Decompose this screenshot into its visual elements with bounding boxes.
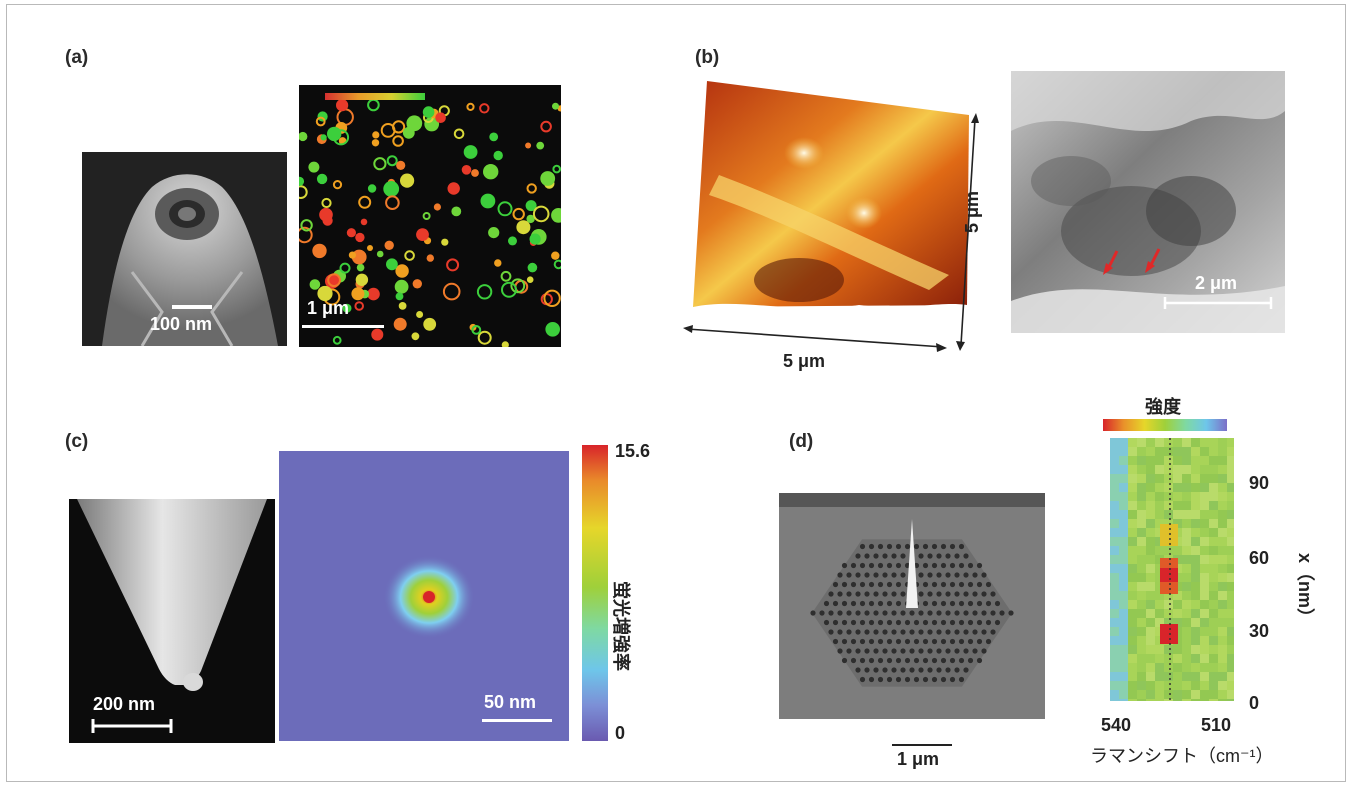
panel-a-tip-scale-label: 100 nm <box>150 314 213 334</box>
panel-d-intensity-colorbar <box>1103 419 1227 431</box>
panel-d-x-tick-540: 540 <box>1101 715 1132 735</box>
panel-d-y-tick-60: 60 <box>1249 548 1270 568</box>
panel-c-colorbar-max: 15.6 <box>615 441 651 461</box>
panel-c-map-scale-bar <box>482 719 552 722</box>
panel-b-x-axis-label: 5 μm <box>783 351 826 371</box>
panel-d-y-tick-90: 90 <box>1249 473 1270 493</box>
panel-d-y-tick-0: 0 <box>1249 693 1260 713</box>
panel-a-fluor-scale-label: 1 μm <box>307 298 350 318</box>
panel-b-optical-scale-bar <box>1163 296 1273 309</box>
panel-c-tip-sem-image <box>69 499 275 743</box>
panel-c-label: (c) <box>65 431 89 452</box>
panel-c-colorbar <box>582 445 608 741</box>
panel-c-colorbar-label: 蛍光増強率 <box>611 581 631 671</box>
panel-c-map-scale-label: 50 nm <box>484 692 537 712</box>
panel-d-x-axis-label: ラマンシフト（cm⁻¹） <box>1090 746 1274 766</box>
panel-b-optical-image <box>1011 71 1285 333</box>
panel-d-raman-map <box>1110 438 1234 701</box>
panel-c-colorbar-min: 0 <box>615 723 626 743</box>
panel-d-photonic-crystal-sem <box>779 493 1045 719</box>
panel-d-y-tick-30: 30 <box>1249 621 1270 641</box>
panel-a-label: (a) <box>65 47 89 68</box>
panel-b-optical-scale-label: 2 μm <box>1195 273 1238 293</box>
panel-a-color-strip <box>325 93 425 100</box>
panel-c-tip-scale-label: 200 nm <box>93 694 156 714</box>
panel-d-x-tick-510: 510 <box>1201 715 1232 735</box>
panel-a-tip-scale-bar <box>172 305 212 309</box>
panel-d-sem-scale-label: 1 μm <box>897 749 940 769</box>
panel-a-fluor-scale-bar <box>302 325 384 328</box>
panel-b-y-axis-label: 5 μm <box>962 190 982 233</box>
panel-b-label: (b) <box>695 47 720 68</box>
panel-d-y-axis-label: x（nm） <box>1295 553 1315 627</box>
panel-b-afm-3d-image <box>679 75 979 335</box>
figure-frame: (a) 100 nm 1 μm (b) <box>6 4 1346 782</box>
panel-c-enhancement-map <box>279 451 569 741</box>
panel-d-intensity-label: 強度 <box>1145 397 1181 417</box>
panel-a-tip-sem-image <box>82 152 287 346</box>
panel-d-sem-scale-bar <box>892 744 952 746</box>
panel-c-tip-scale-bar <box>91 719 173 733</box>
panel-b-y-axis-arrow <box>955 113 979 353</box>
panel-a-fluorescence-image <box>299 85 561 347</box>
panel-d-label: (d) <box>789 431 814 452</box>
panel-b-x-axis-arrow <box>683 323 948 353</box>
